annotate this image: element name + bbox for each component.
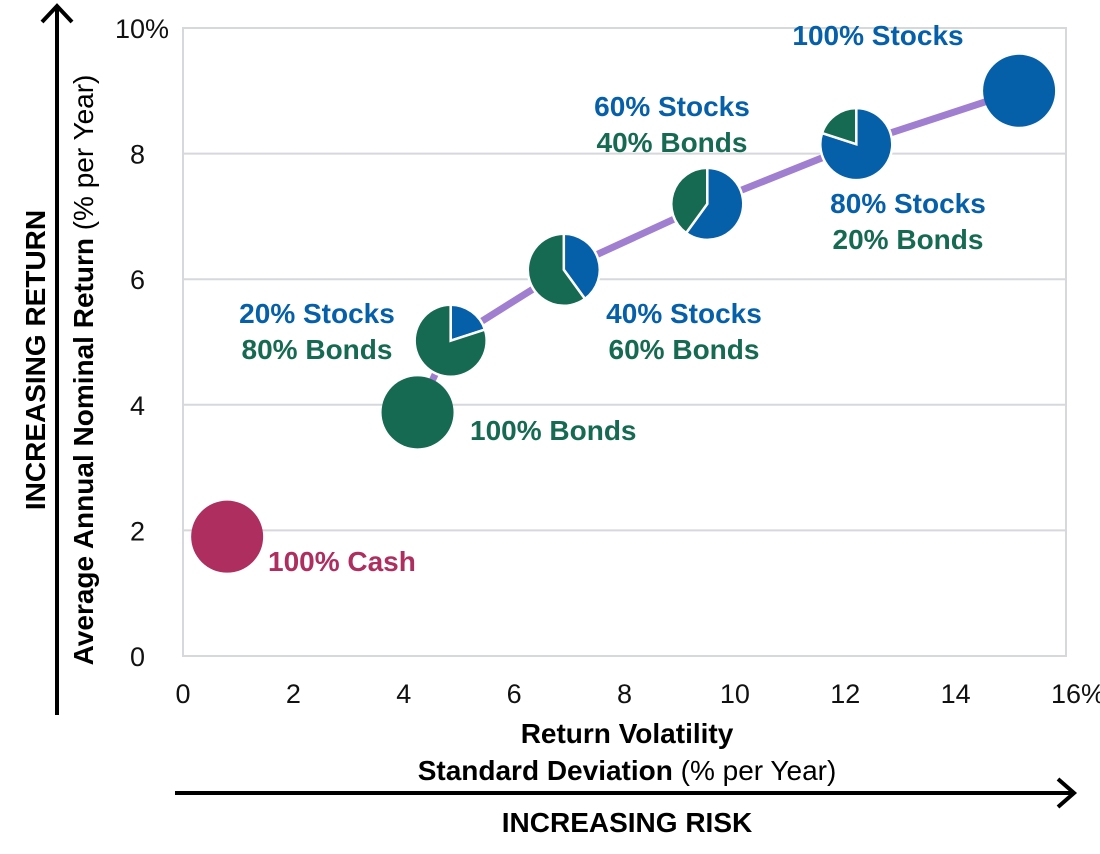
plot-frame: [182, 27, 1067, 657]
data-point: [526, 232, 602, 307]
x-axis-subtitle: Standard Deviation (% per Year): [418, 755, 837, 786]
tick-labels: 0 2 4 6 8 10 % 0 2 4 6 8 10 12 14 16%: [115, 14, 1100, 709]
y-tick-label: 0: [130, 642, 145, 672]
x-tick-label: 14: [941, 679, 971, 709]
risk-arrow: [175, 777, 1078, 809]
y-tick-label: 6: [130, 265, 145, 295]
y-axis-title: Average Annual Nominal Return (% per Yea…: [68, 75, 99, 666]
bonds-slice: [526, 232, 587, 307]
x-tick-label: 2: [286, 679, 301, 709]
bonds-circle: [381, 376, 454, 449]
y-axis-title-bold: Average Annual Nominal Return: [68, 238, 99, 665]
point-label: 80% Bonds: [242, 334, 393, 365]
data-point: [819, 106, 894, 182]
x-axis-title: Return Volatility: [521, 718, 734, 749]
y-tick-label: 2: [130, 516, 145, 546]
x-tick-label: 12: [830, 679, 860, 709]
data-points: [191, 54, 1056, 573]
point-label: 60% Stocks: [594, 91, 750, 122]
return-arrow: [40, 3, 74, 715]
x-axis-subtitle-unit: (% per Year): [673, 755, 836, 786]
point-label: 60% Bonds: [609, 334, 760, 365]
bonds-slice: [820, 106, 858, 146]
risk-arrow-label: INCREASING RISK: [502, 807, 752, 838]
x-tick-label: 8: [617, 679, 632, 709]
x-tick-label: 0: [175, 679, 190, 709]
y-tick-label: 10: [115, 14, 145, 44]
stocks-slice: [562, 232, 602, 301]
data-point: [670, 166, 745, 242]
point-label: 100% Cash: [268, 546, 416, 577]
data-point: [381, 376, 454, 449]
x-axis-subtitle-bold: Standard Deviation: [418, 755, 673, 786]
data-point: [413, 303, 488, 378]
return-arrow-label: INCREASING RETURN: [20, 210, 51, 510]
y-axis-title-unit: (% per Year): [68, 75, 99, 238]
point-label: 100% Stocks: [792, 20, 963, 51]
data-point: [191, 500, 264, 573]
data-point: [983, 54, 1056, 127]
x-tick-label: 6: [507, 679, 522, 709]
point-labels: 100% Cash 100% Bonds 20% Stocks 80% Bonds 40…: [239, 20, 986, 577]
stocks-slice: [684, 166, 745, 242]
y-tick-percent: %: [145, 14, 169, 44]
y-tick-label: 4: [130, 391, 145, 421]
y-tick-label: 8: [130, 140, 145, 170]
x-tick-label: 10: [720, 679, 750, 709]
point-label: 20% Bonds: [833, 224, 984, 255]
stocks-circle: [983, 54, 1056, 127]
point-label: 40% Stocks: [606, 298, 762, 329]
point-label: 80% Stocks: [830, 188, 986, 219]
x-tick-label: 16%: [1051, 679, 1100, 709]
point-label: 100% Bonds: [470, 415, 637, 446]
grid: [182, 27, 1067, 657]
bonds-slice: [413, 303, 488, 378]
bonds-slice: [670, 166, 709, 235]
x-tick-label: 4: [396, 679, 411, 709]
point-label: 20% Stocks: [239, 298, 395, 329]
point-label: 40% Bonds: [597, 127, 748, 158]
cash-circle: [191, 500, 264, 573]
